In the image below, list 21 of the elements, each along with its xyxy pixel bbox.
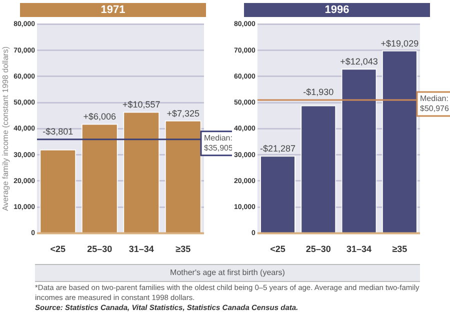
x-tick-label: ≥35 [392,244,408,254]
x-tick-label: 31–34 [128,244,154,254]
annotation: +$6,006 [83,112,116,122]
annotation: -$3,801 [42,126,74,136]
chart-title: 1996 [244,3,430,17]
x-axis-title: Mother's age at first birth (years) [35,264,420,282]
x-tick-label: ≥35 [176,244,191,254]
x-tick-label: 25–30 [87,244,112,254]
ref-line-label: Median: $50,976 [420,94,450,114]
x-tick-label: 25–30 [306,244,331,254]
x-tick-label: <25 [270,244,286,254]
annotation: -$21,287 [260,144,296,154]
x-tick-label: <25 [50,244,66,254]
y-axis-title: Average family income (constant 1998 dollars) [1,46,10,211]
annotation: +$7,325 [166,108,200,118]
annotation: +$10,557 [122,100,160,110]
annotation: +$12,043 [340,56,378,67]
annotation: -$1,930 [303,87,334,98]
chart-title: 1971 [20,3,206,17]
annotation: +$19,029 [380,38,419,48]
x-tick-label: 31–34 [346,244,372,254]
